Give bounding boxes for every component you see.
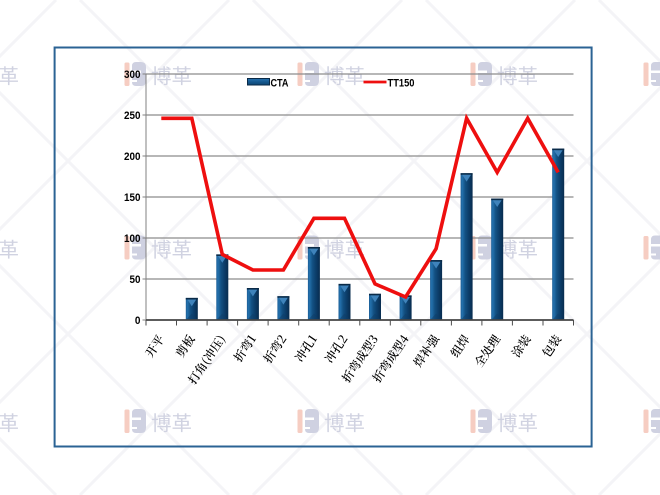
svg-text:0: 0 [135, 315, 141, 327]
svg-text:300: 300 [124, 69, 141, 81]
svg-text:50: 50 [130, 274, 141, 286]
svg-text:200: 200 [124, 151, 141, 163]
svg-text:TT150: TT150 [388, 78, 415, 90]
svg-text:150: 150 [124, 192, 141, 204]
svg-text:CTA: CTA [271, 78, 289, 90]
svg-text:250: 250 [124, 110, 141, 122]
svg-text:100: 100 [124, 233, 141, 245]
